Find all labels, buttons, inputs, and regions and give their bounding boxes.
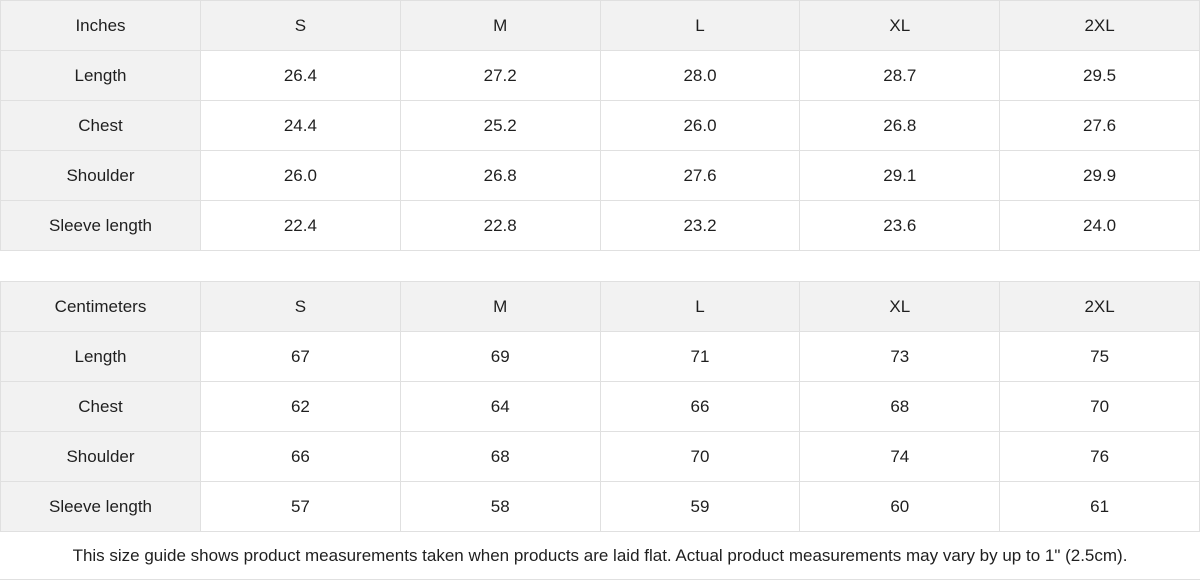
- size-guide-note-text: This size guide shows product measuremen…: [72, 545, 1128, 565]
- unit-header-cell: Inches: [0, 0, 201, 51]
- measurement-label-cell: Length: [0, 50, 201, 101]
- size-header-cell: M: [399, 281, 601, 332]
- measurement-value-cell: 28.7: [799, 50, 1001, 101]
- measurement-value-cell: 69: [399, 331, 601, 382]
- size-header-cell: XL: [799, 281, 1001, 332]
- measurement-value-cell: 58: [399, 481, 601, 532]
- measurement-value-cell: 25.2: [399, 100, 601, 151]
- measurement-value-cell: 57: [200, 481, 401, 532]
- measurement-value-cell: 64: [399, 381, 601, 432]
- measurement-value-cell: 28.0: [599, 50, 801, 101]
- measurement-value-cell: 70: [599, 431, 801, 482]
- size-header-cell: M: [399, 0, 601, 51]
- measurement-value-cell: 29.5: [999, 50, 1200, 101]
- measurement-row: Shoulder 66 68 70 74 76: [0, 431, 1200, 482]
- measurement-value-cell: 27.2: [399, 50, 601, 101]
- measurement-value-cell: 24.0: [999, 200, 1200, 251]
- unit-header-cell: Centimeters: [0, 281, 201, 332]
- centimeters-header-row: Centimeters S M L XL 2XL: [0, 281, 1200, 332]
- measurement-value-cell: 62: [200, 381, 401, 432]
- inches-header-row: Inches S M L XL 2XL: [0, 0, 1200, 51]
- size-header-cell: S: [200, 0, 401, 51]
- measurement-value-cell: 70: [999, 381, 1200, 432]
- measurement-value-cell: 68: [399, 431, 601, 482]
- measurement-value-cell: 74: [799, 431, 1001, 482]
- measurement-value-cell: 22.4: [200, 200, 401, 251]
- measurement-label-cell: Shoulder: [0, 431, 201, 482]
- measurement-value-cell: 23.6: [799, 200, 1001, 251]
- measurement-value-cell: 68: [799, 381, 1001, 432]
- size-guide-note: This size guide shows product measuremen…: [0, 532, 1200, 580]
- measurement-value-cell: 29.9: [999, 150, 1200, 201]
- measurement-value-cell: 22.8: [399, 200, 601, 251]
- measurement-value-cell: 66: [200, 431, 401, 482]
- measurement-row: Shoulder 26.0 26.8 27.6 29.1 29.9: [0, 150, 1200, 201]
- measurement-value-cell: 67: [200, 331, 401, 382]
- measurement-value-cell: 26.0: [200, 150, 401, 201]
- measurement-value-cell: 60: [799, 481, 1001, 532]
- measurement-row: Sleeve length 57 58 59 60 61: [0, 481, 1200, 532]
- measurement-value-cell: 27.6: [999, 100, 1200, 151]
- measurement-label-cell: Sleeve length: [0, 481, 201, 532]
- table-spacer: [0, 251, 1200, 281]
- measurement-value-cell: 75: [999, 331, 1200, 382]
- size-header-cell: L: [599, 0, 801, 51]
- measurement-value-cell: 76: [999, 431, 1200, 482]
- measurement-value-cell: 26.8: [799, 100, 1001, 151]
- measurement-value-cell: 23.2: [599, 200, 801, 251]
- measurement-label-cell: Shoulder: [0, 150, 201, 201]
- measurement-value-cell: 71: [599, 331, 801, 382]
- measurement-label-cell: Sleeve length: [0, 200, 201, 251]
- measurement-value-cell: 27.6: [599, 150, 801, 201]
- size-header-cell: 2XL: [999, 281, 1200, 332]
- measurement-label-cell: Chest: [0, 100, 201, 151]
- measurement-value-cell: 26.8: [399, 150, 601, 201]
- measurement-row: Sleeve length 22.4 22.8 23.2 23.6 24.0: [0, 200, 1200, 251]
- inches-table: Inches S M L XL 2XL Length 26.4 27.2 28.0 28.7 29.…: [0, 0, 1200, 251]
- measurement-value-cell: 66: [599, 381, 801, 432]
- measurement-value-cell: 26.0: [599, 100, 801, 151]
- measurement-row: Length 26.4 27.2 28.0 28.7 29.5: [0, 50, 1200, 101]
- size-header-cell: XL: [799, 0, 1001, 51]
- measurement-row: Length 67 69 71 73 75: [0, 331, 1200, 382]
- measurement-row: Chest 62 64 66 68 70: [0, 381, 1200, 432]
- centimeters-table: Centimeters S M L XL 2XL Length 67 69 71 73 75 Ches…: [0, 281, 1200, 532]
- measurement-label-cell: Length: [0, 331, 201, 382]
- measurement-value-cell: 61: [999, 481, 1200, 532]
- size-header-cell: L: [599, 281, 801, 332]
- measurement-row: Chest 24.4 25.2 26.0 26.8 27.6: [0, 100, 1200, 151]
- measurement-label-cell: Chest: [0, 381, 201, 432]
- size-header-cell: S: [200, 281, 401, 332]
- measurement-value-cell: 29.1: [799, 150, 1001, 201]
- measurement-value-cell: 24.4: [200, 100, 401, 151]
- measurement-value-cell: 59: [599, 481, 801, 532]
- measurement-value-cell: 73: [799, 331, 1001, 382]
- size-header-cell: 2XL: [999, 0, 1200, 51]
- measurement-value-cell: 26.4: [200, 50, 401, 101]
